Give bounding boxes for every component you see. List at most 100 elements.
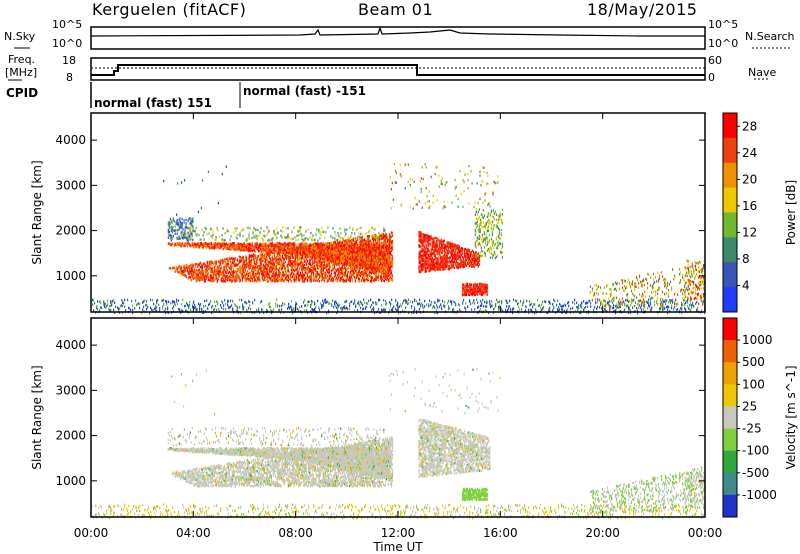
echo-mark xyxy=(299,271,301,275)
echo-mark xyxy=(250,249,252,252)
echo-mark xyxy=(312,244,314,248)
echo-mark xyxy=(319,257,322,261)
echo-mark xyxy=(262,250,264,254)
echo-mark xyxy=(242,246,244,250)
echo-mark xyxy=(212,242,214,246)
echo-mark xyxy=(201,266,203,269)
echo-mark xyxy=(250,246,252,249)
nsearch-label: N.Search xyxy=(745,30,795,43)
echo-mark xyxy=(276,242,278,246)
echo-mark xyxy=(215,246,217,249)
echo-mark xyxy=(298,268,300,271)
echo-mark xyxy=(222,247,224,251)
echo-mark xyxy=(216,245,218,248)
echo-mark xyxy=(384,257,386,261)
echo-mark xyxy=(305,269,307,273)
echo-mark xyxy=(326,244,328,248)
echo-mark xyxy=(254,253,256,257)
echo-mark xyxy=(227,247,229,250)
nave-tick-top: 60 xyxy=(708,54,722,67)
echo-mark xyxy=(213,243,215,247)
echo-mark xyxy=(237,246,239,250)
echo-mark xyxy=(192,245,194,248)
echo-mark xyxy=(240,246,242,249)
echo-mark xyxy=(261,248,263,252)
echo-mark xyxy=(264,278,266,282)
echo-mark xyxy=(245,244,247,248)
echo-mark xyxy=(246,243,248,246)
echo-mark xyxy=(336,261,338,264)
echo-mark xyxy=(337,260,339,263)
echo-mark xyxy=(295,251,297,254)
echo-mark xyxy=(266,250,268,253)
echo-mark xyxy=(259,245,261,248)
echo-mark xyxy=(249,272,251,275)
nsearch-tick-top: 10^5 xyxy=(708,18,739,31)
echo-mark xyxy=(180,244,182,248)
echo-mark xyxy=(326,256,328,259)
echo-mark xyxy=(280,248,282,252)
echo-mark xyxy=(228,246,230,249)
echo-mark xyxy=(249,279,251,283)
echo-mark xyxy=(272,248,274,251)
echo-mark xyxy=(249,249,251,253)
nave-tick-bottom: 0 xyxy=(708,71,715,84)
echo-mark xyxy=(193,242,195,246)
echo-mark xyxy=(230,243,232,247)
nsky-panel xyxy=(14,26,790,50)
echo-mark xyxy=(273,247,275,251)
echo-mark xyxy=(314,243,316,246)
echo-mark xyxy=(254,242,256,246)
echo-mark xyxy=(221,243,223,246)
echo-mark xyxy=(333,266,336,269)
echo-mark xyxy=(374,250,376,254)
echo-mark xyxy=(205,246,207,249)
echo-mark xyxy=(197,242,199,245)
echo-mark xyxy=(232,242,234,245)
echo-mark xyxy=(330,245,332,248)
echo-mark xyxy=(282,243,284,246)
echo-mark xyxy=(323,254,325,257)
echo-mark xyxy=(316,242,318,245)
echo-mark xyxy=(316,275,319,278)
echo-mark xyxy=(290,246,292,249)
echo-mark xyxy=(269,244,271,247)
echo-mark xyxy=(242,248,244,252)
echo-mark xyxy=(273,243,275,246)
echo-mark xyxy=(295,246,297,249)
echo-mark xyxy=(345,247,348,250)
freq-panel xyxy=(8,57,770,81)
echo-mark xyxy=(383,251,385,254)
echo-mark xyxy=(201,243,203,246)
echo-mark xyxy=(232,247,234,250)
echo-mark xyxy=(275,249,277,253)
power-scatter-marks xyxy=(92,163,706,315)
nave-label: Nave xyxy=(748,66,777,79)
echo-mark xyxy=(269,242,271,245)
echo-mark xyxy=(365,259,367,262)
echo-mark xyxy=(217,246,219,249)
echo-mark xyxy=(194,242,196,245)
echo-mark xyxy=(224,242,226,246)
echo-mark xyxy=(254,244,256,247)
echo-mark xyxy=(351,277,354,281)
echo-mark xyxy=(214,246,216,249)
echo-mark xyxy=(290,243,292,247)
echo-mark xyxy=(256,243,258,246)
echo-mark xyxy=(376,248,378,251)
freq-label-line1: Freq. xyxy=(8,53,36,66)
echo-mark xyxy=(180,266,182,270)
echo-mark xyxy=(231,245,233,249)
echo-mark xyxy=(297,245,299,248)
echo-mark xyxy=(265,245,267,248)
echo-mark xyxy=(298,252,300,255)
echo-mark xyxy=(306,259,308,263)
echo-mark xyxy=(378,252,380,256)
echo-mark xyxy=(328,244,330,247)
echo-mark xyxy=(254,247,256,250)
echo-mark xyxy=(318,242,320,246)
echo-mark xyxy=(278,275,280,278)
echo-mark xyxy=(249,242,251,246)
echo-mark xyxy=(244,244,246,248)
echo-mark xyxy=(287,243,289,246)
